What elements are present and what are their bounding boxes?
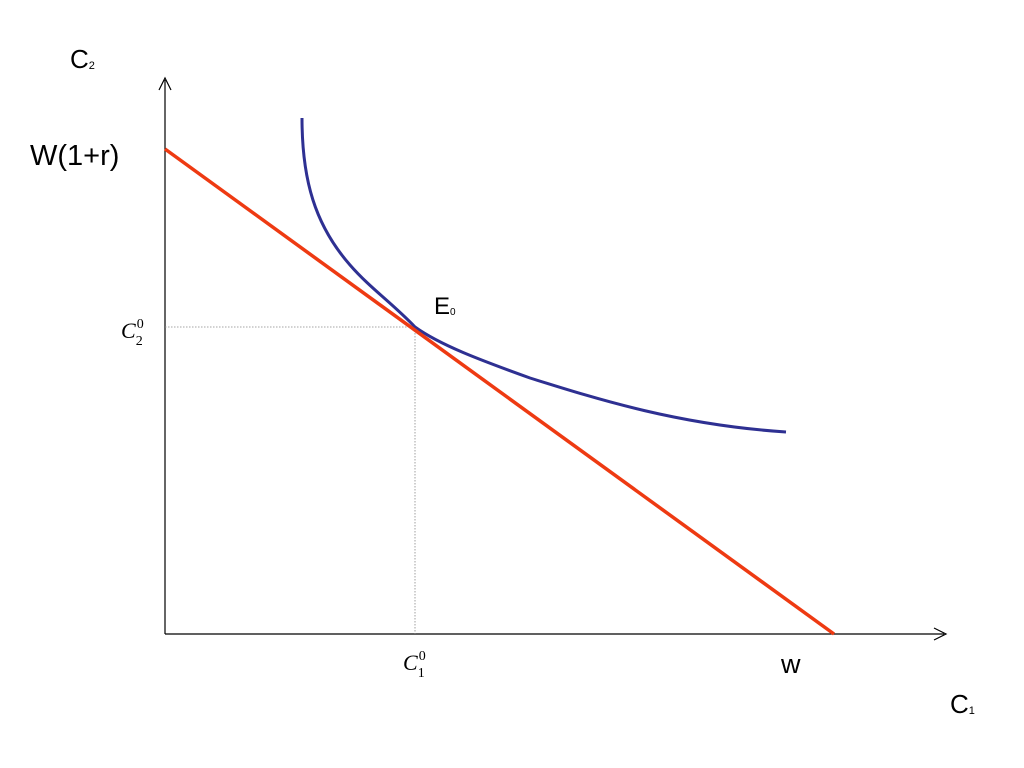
x-axis-label: C1 [950,689,975,719]
equilibrium-guides [165,326,416,634]
y-intercept-label: W(1+r) [30,140,119,172]
y-axis-arrowhead [158,76,172,91]
axes [158,76,948,641]
indifference-curve [300,117,787,434]
y-axis-label: C2 [70,44,95,74]
equilibrium-point-label: E0 [434,293,456,320]
x-intercept-label: w [780,649,801,679]
c2-equilibrium-tick-label: C0 2 [121,317,144,349]
x-axis-arrowhead [933,627,948,641]
budget-line [163,147,836,636]
c1-equilibrium-tick-label: C0 1 [403,649,426,681]
